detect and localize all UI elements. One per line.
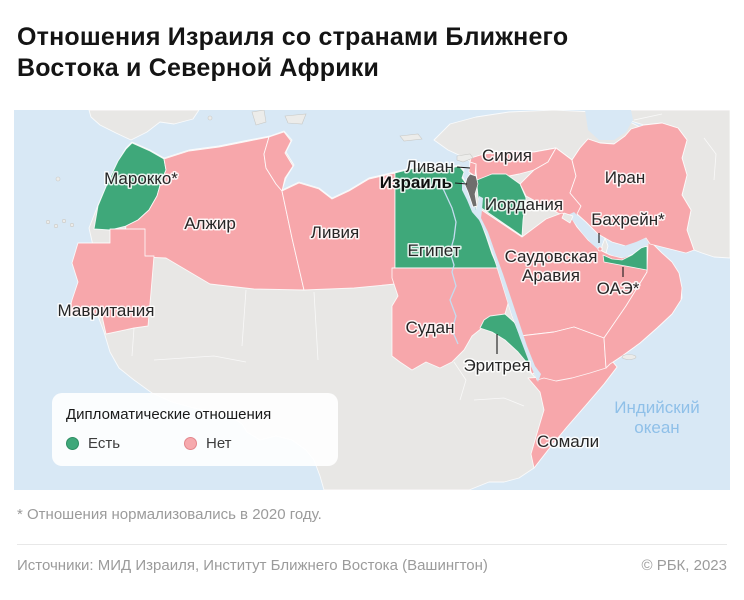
persian-gulf <box>568 212 649 258</box>
label-jordan: Иордания <box>485 195 563 214</box>
label-ocean-line1: Индийский <box>614 398 699 417</box>
country-tunisia <box>263 131 294 192</box>
nile-river <box>439 181 459 345</box>
label-uae: ОАЭ* <box>597 279 640 298</box>
page-title-line2: Востока и Северной Африки <box>17 54 380 82</box>
legend-item-yes-label: Есть <box>88 435 121 452</box>
island-canary-2 <box>53 224 58 229</box>
border-east-africa <box>453 361 525 407</box>
country-kuwait <box>561 212 574 224</box>
country-libya <box>281 172 396 291</box>
label-eritrea: Эритрея <box>463 356 530 375</box>
footer-sources: Источники: МИД Израиля, Институт Ближнег… <box>17 557 488 574</box>
label-saudi-line1: Саудовская <box>505 247 598 266</box>
footer: Источники: МИД Израиля, Институт Ближнег… <box>17 557 727 574</box>
country-mauritania <box>67 228 155 335</box>
land-iberia <box>88 110 200 141</box>
map-svg: Марокко* Алжир Ливия Мавритания Ливан Из… <box>14 110 730 490</box>
label-lebanon: Ливан <box>406 157 454 176</box>
island-crete <box>399 133 423 142</box>
country-jordan <box>476 173 527 237</box>
island-madeira <box>55 176 61 182</box>
label-bahrain: Бахрейн* <box>591 210 665 229</box>
island-socotra <box>621 354 637 360</box>
legend-title: Дипломатические отношения <box>66 406 272 423</box>
legend-item-no: Нет <box>184 435 232 452</box>
legend: Дипломатические отношения Есть Нет <box>52 393 338 466</box>
island-sardinia <box>251 110 267 126</box>
page-title-line1: Отношения Израиля со странами Ближнего <box>17 23 569 51</box>
footer-copyright: © РБК, 2023 <box>641 557 727 574</box>
label-somalia: Сомали <box>537 432 599 451</box>
label-israel: Израиль <box>380 173 452 192</box>
label-morocco: Марокко* <box>104 169 178 188</box>
label-egypt: Египет <box>408 241 461 260</box>
island-canary-4 <box>69 223 74 228</box>
label-mauritania: Мавритания <box>58 301 155 320</box>
label-algeria: Алжир <box>184 214 236 233</box>
red-sea <box>462 182 541 382</box>
border-west-africa <box>131 289 319 363</box>
label-sudan: Судан <box>406 318 455 337</box>
country-bahrain <box>597 246 603 252</box>
page-title: Отношения Израиля со странами Ближнего В… <box>17 22 727 84</box>
legend-item-yes: Есть <box>66 435 184 452</box>
label-ocean-line2: океан <box>634 418 679 437</box>
legend-item-no-label: Нет <box>206 435 232 452</box>
label-iran: Иран <box>605 168 646 187</box>
label-syria: Сирия <box>482 146 532 165</box>
leader-line-israel <box>454 182 468 185</box>
island-sicily <box>284 113 307 125</box>
island-cyprus <box>456 153 474 163</box>
caspian-sea <box>585 110 633 140</box>
island-canary-1 <box>45 220 50 225</box>
label-libya: Ливия <box>311 223 359 242</box>
label-saudi-line2: Аравия <box>522 266 580 285</box>
divider <box>17 544 727 545</box>
island-canary-3 <box>61 219 66 224</box>
country-israel <box>464 173 479 208</box>
footnote: * Отношения нормализовались в 2020 году. <box>17 506 322 523</box>
border-caucasus <box>633 113 717 181</box>
leader-line-lebanon <box>456 166 471 169</box>
pink-dot-icon <box>184 437 197 450</box>
country-uae <box>602 245 648 271</box>
island-balearic <box>207 115 213 121</box>
green-dot-icon <box>66 437 79 450</box>
country-algeria <box>120 136 305 291</box>
mena-map: Марокко* Алжир Ливия Мавритания Ливан Из… <box>14 110 730 490</box>
